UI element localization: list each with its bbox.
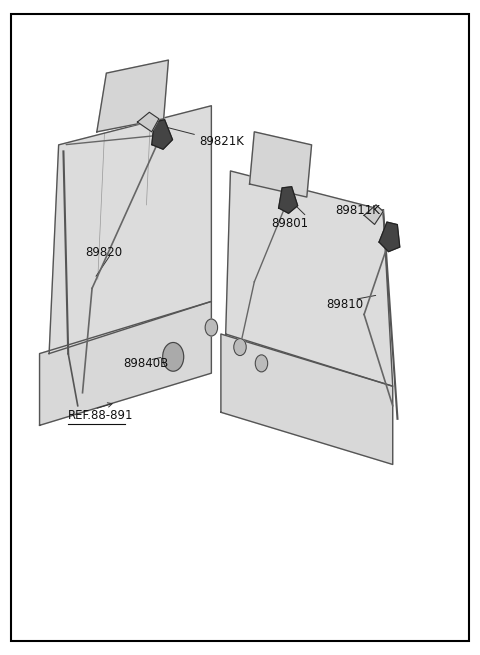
Polygon shape bbox=[137, 112, 159, 132]
Text: REF.88-891: REF.88-891 bbox=[0, 654, 1, 655]
Circle shape bbox=[163, 343, 184, 371]
Circle shape bbox=[205, 319, 217, 336]
Text: 89811K: 89811K bbox=[336, 204, 380, 217]
Text: 89801: 89801 bbox=[271, 217, 308, 230]
Polygon shape bbox=[379, 222, 400, 252]
Polygon shape bbox=[97, 60, 168, 132]
Polygon shape bbox=[221, 334, 393, 464]
Polygon shape bbox=[250, 132, 312, 197]
Text: 89810: 89810 bbox=[326, 298, 363, 311]
Text: 89821K: 89821K bbox=[199, 135, 244, 148]
Polygon shape bbox=[152, 120, 172, 149]
Polygon shape bbox=[226, 171, 393, 386]
Polygon shape bbox=[49, 105, 211, 354]
Text: 89820: 89820 bbox=[85, 246, 122, 259]
Text: 89840B: 89840B bbox=[123, 357, 168, 370]
Circle shape bbox=[234, 339, 246, 356]
Polygon shape bbox=[364, 205, 383, 225]
Text: REF.88-891: REF.88-891 bbox=[68, 409, 134, 422]
Polygon shape bbox=[278, 187, 298, 214]
Polygon shape bbox=[39, 301, 211, 425]
Circle shape bbox=[255, 355, 268, 372]
